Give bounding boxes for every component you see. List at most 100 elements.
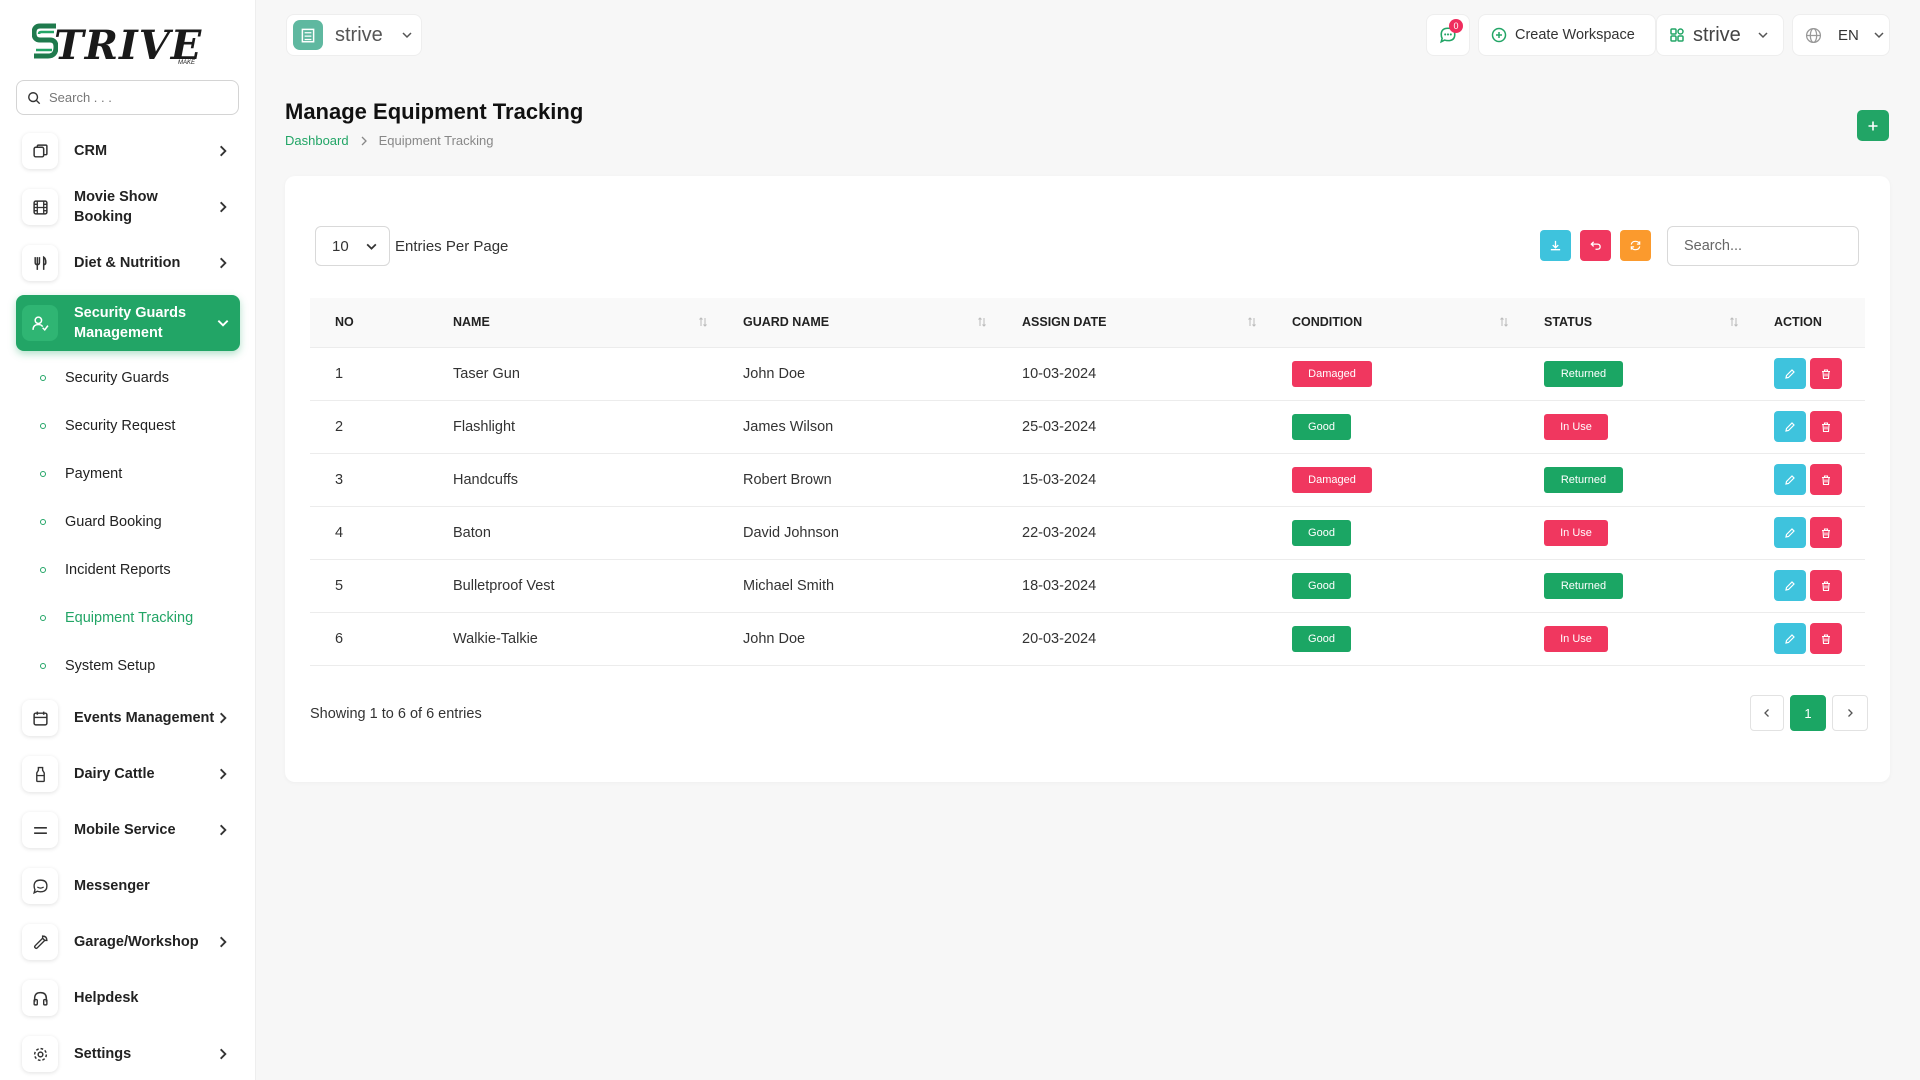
sidebar-item-mobile-service[interactable]: Mobile Service xyxy=(16,808,240,852)
equipment-table: NO NAME GUARD NAME ASSIGN DATE CONDITION… xyxy=(310,298,1865,666)
trash-icon xyxy=(1822,527,1830,538)
subitem-label: System Setup xyxy=(65,658,156,674)
col-name-label: NAME xyxy=(453,315,490,330)
col-status[interactable]: STATUS xyxy=(1519,298,1749,347)
chevron-left-icon xyxy=(1764,709,1769,717)
subitem-security-guards[interactable]: Security Guards xyxy=(40,367,169,389)
cell-date: 20-03-2024 xyxy=(1022,630,1097,647)
subitem-guard-booking[interactable]: Guard Booking xyxy=(40,511,162,533)
cell-date: 15-03-2024 xyxy=(1022,471,1097,488)
sidebar-item-label: Helpdesk xyxy=(74,990,139,1006)
sidebar-search[interactable] xyxy=(16,80,239,115)
notification-badge: 0 xyxy=(1449,19,1463,33)
language-select[interactable]: EN xyxy=(1792,14,1890,56)
breadcrumb-dashboard[interactable]: Dashboard xyxy=(285,133,349,148)
cell-date: 18-03-2024 xyxy=(1022,577,1097,594)
pagination-prev[interactable] xyxy=(1750,695,1784,731)
status-badge: Returned xyxy=(1544,466,1623,493)
edit-button[interactable] xyxy=(1774,411,1806,442)
reset-button[interactable] xyxy=(1580,230,1611,261)
delete-button[interactable] xyxy=(1810,517,1842,548)
workspace-switcher[interactable]: strive xyxy=(286,14,422,56)
col-condition[interactable]: CONDITION xyxy=(1267,298,1519,347)
sort-icon xyxy=(978,317,986,327)
sidebar-item-settings[interactable]: Settings xyxy=(16,1032,240,1076)
create-workspace-button[interactable]: Create Workspace xyxy=(1478,14,1656,56)
pagination-next[interactable] xyxy=(1832,695,1868,731)
edit-button[interactable] xyxy=(1774,358,1806,389)
refresh-icon xyxy=(1630,240,1641,251)
delete-button[interactable] xyxy=(1810,411,1842,442)
sidebar-item-security-guards-management[interactable]: Security Guards Management xyxy=(16,295,240,351)
delete-button[interactable] xyxy=(1810,623,1842,654)
sort-icon xyxy=(1730,317,1738,327)
create-workspace-label: Create Workspace xyxy=(1515,27,1635,43)
brand-logo[interactable]: TRIVE MAKE xyxy=(32,18,212,70)
pencil-icon xyxy=(1785,474,1795,485)
col-name[interactable]: NAME xyxy=(428,298,718,347)
col-guard-name[interactable]: GUARD NAME xyxy=(718,298,997,347)
delete-button[interactable] xyxy=(1810,464,1842,495)
edit-button[interactable] xyxy=(1774,464,1806,495)
sidebar-item-helpdesk[interactable]: Helpdesk xyxy=(16,976,240,1020)
sidebar-item-label: Garage/Workshop xyxy=(74,934,199,950)
condition-badge: Good xyxy=(1292,519,1351,546)
table-search-input[interactable] xyxy=(1667,226,1859,266)
utensils-icon xyxy=(22,245,58,281)
cell-name: Flashlight xyxy=(453,418,516,435)
sidebar-item-movie-show-booking[interactable]: Movie Show Booking xyxy=(16,185,240,229)
chevron-right-icon xyxy=(220,712,227,724)
col-assign-date[interactable]: ASSIGN DATE xyxy=(997,298,1267,347)
subitem-equipment-tracking[interactable]: Equipment Tracking xyxy=(40,607,193,629)
trash-icon xyxy=(1822,368,1830,379)
col-no[interactable]: NO xyxy=(335,315,354,330)
sidebar-item-label: Events Management xyxy=(74,710,215,726)
workspace-name: strive xyxy=(335,23,383,46)
subitem-incident-reports[interactable]: Incident Reports xyxy=(40,559,171,581)
messages-button[interactable]: 0 xyxy=(1426,14,1470,56)
cell-name: Walkie-Talkie xyxy=(453,630,538,647)
sidebar-item-messenger[interactable]: Messenger xyxy=(16,864,240,908)
status-badge: In Use xyxy=(1544,519,1608,546)
chevron-down-icon xyxy=(1874,32,1884,39)
chevron-right-icon xyxy=(220,824,227,836)
col-guard-name-label: GUARD NAME xyxy=(743,315,830,330)
chevron-right-icon xyxy=(220,768,227,780)
pagination-page[interactable]: 1 xyxy=(1790,695,1826,731)
globe-icon xyxy=(1805,27,1822,43)
workspace-select[interactable]: strive xyxy=(1656,14,1784,56)
edit-button[interactable] xyxy=(1774,517,1806,548)
sidebar-item-events-management[interactable]: Events Management xyxy=(16,696,240,740)
edit-button[interactable] xyxy=(1774,570,1806,601)
chevron-down-icon xyxy=(1758,32,1768,39)
delete-button[interactable] xyxy=(1810,570,1842,601)
subitem-security-request[interactable]: Security Request xyxy=(40,415,175,437)
bullet-icon xyxy=(40,663,46,669)
cell-no: 6 xyxy=(335,630,344,647)
language-code: EN xyxy=(1838,26,1859,44)
delete-button[interactable] xyxy=(1810,358,1842,389)
sidebar-search-input[interactable] xyxy=(49,90,229,105)
sidebar-item-garage-workshop[interactable]: Garage/Workshop xyxy=(16,920,240,964)
pencil-icon xyxy=(1785,580,1795,591)
sidebar-item-crm[interactable]: CRM xyxy=(16,129,240,173)
add-button[interactable] xyxy=(1857,110,1889,141)
sidebar-item-diet-nutrition[interactable]: Diet & Nutrition xyxy=(16,241,240,285)
plus-circle-icon xyxy=(1491,27,1507,43)
layers-icon xyxy=(22,133,58,169)
refresh-button[interactable] xyxy=(1620,230,1651,261)
wrench-icon xyxy=(22,924,58,960)
edit-button[interactable] xyxy=(1774,623,1806,654)
sidebar-item-label: CRM xyxy=(74,143,108,159)
sidebar: TRIVE MAKE CRM Movie Show Booking Diet &… xyxy=(0,0,256,1080)
subitem-system-setup[interactable]: System Setup xyxy=(40,655,155,677)
subitem-payment[interactable]: Payment xyxy=(40,463,122,485)
sidebar-item-dairy-cattle[interactable]: Dairy Cattle xyxy=(16,752,240,796)
bullet-icon xyxy=(40,375,46,381)
table-row: 2 Flashlight James Wilson 25-03-2024 Goo… xyxy=(310,400,1865,453)
cell-guard: James Wilson xyxy=(743,418,834,435)
entries-per-page-select[interactable]: 10 xyxy=(315,226,390,266)
cell-date: 10-03-2024 xyxy=(1022,365,1097,382)
download-button[interactable] xyxy=(1540,230,1571,261)
subitem-label: Security Request xyxy=(65,418,176,434)
